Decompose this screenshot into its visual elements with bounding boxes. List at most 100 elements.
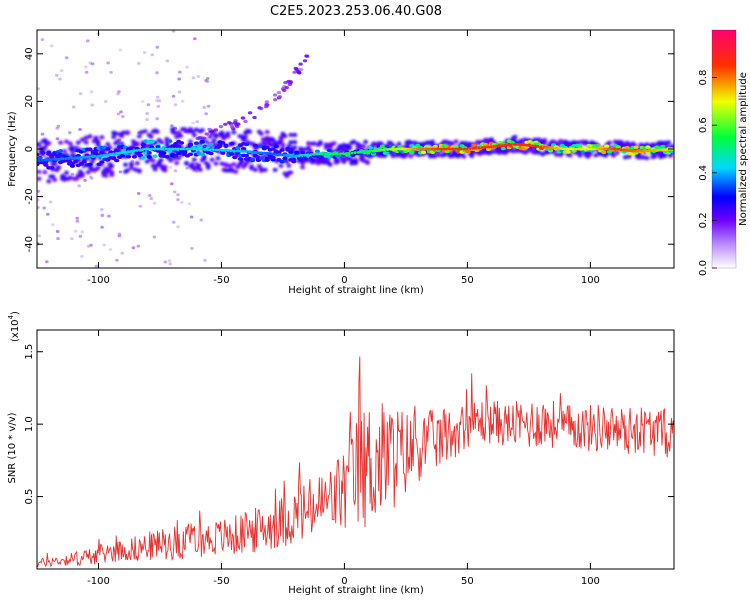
- heatmap-halo-cell: [105, 142, 111, 147]
- heatmap-cell: [279, 159, 285, 164]
- heatmap-halo-cell: [481, 150, 486, 155]
- heatmap-halo-cell: [142, 129, 148, 134]
- heatmap-streak-cell: [272, 93, 278, 97]
- heatmap-cell: [155, 145, 161, 149]
- heatmap-speckle: [55, 73, 59, 77]
- heatmap-halo-cell: [113, 131, 119, 136]
- heatmap-halo-cell: [428, 153, 433, 158]
- heatmap-speckle: [37, 189, 41, 193]
- heatmap-speckle: [171, 94, 176, 98]
- heatmap-speckle: [90, 62, 95, 66]
- heatmap-cell: [282, 156, 288, 161]
- heatmap-halo-cell: [258, 131, 264, 136]
- heatmap-speckle: [199, 218, 204, 222]
- heatmap-halo-cell: [524, 149, 530, 154]
- heatmap-halo-cell: [115, 139, 121, 144]
- heatmap-speckle: [163, 260, 168, 264]
- heatmap-speckle: [78, 234, 83, 238]
- heatmap-halo-cell: [331, 141, 337, 146]
- heatmap-halo-cell: [93, 136, 99, 141]
- heatmap-streak-cell: [273, 98, 278, 102]
- heatmap-halo-cell: [62, 149, 67, 154]
- heatmap-halo-cell: [205, 162, 211, 167]
- heatmap-halo-cell: [292, 132, 298, 137]
- heatmap-speckle: [89, 175, 93, 179]
- heatmap-streak-cell: [298, 62, 303, 66]
- heatmap-halo-cell: [168, 158, 174, 163]
- heatmap-halo-cell: [68, 175, 73, 180]
- heatmap-speckle: [118, 48, 123, 52]
- heatmap-speckle: [74, 229, 78, 233]
- heatmap-halo-cell: [341, 159, 347, 164]
- heatmap-halo-cell: [571, 140, 577, 145]
- colorbar-tick-label: 0.2: [698, 212, 709, 228]
- heatmap-halo-cell: [412, 140, 418, 145]
- heatmap-halo-cell: [353, 159, 359, 163]
- colorbar: 0.0 0.2 0.4 0.6 0.8 Normalized spectral ampl…: [698, 29, 749, 276]
- heatmap-halo-cell: [87, 134, 93, 139]
- heatmap-speckle: [77, 184, 81, 188]
- heatmap-halo-cell: [85, 170, 91, 175]
- heatmap-streak-cell: [243, 119, 248, 124]
- heatmap-speckle: [170, 182, 174, 186]
- heatmap-cell: [196, 144, 202, 149]
- heatmap-halo-cell: [408, 154, 414, 159]
- heatmap-speckle: [46, 212, 50, 216]
- heatmap-halo-cell: [227, 163, 233, 168]
- heatmap-speckle: [37, 198, 40, 202]
- heatmap-halo-cell: [213, 161, 219, 166]
- heatmap-xtick-label: -100: [87, 275, 110, 286]
- heatmap-streak-cell: [258, 106, 264, 111]
- heatmap-halo-cell: [70, 145, 75, 150]
- heatmap-cell: [167, 139, 173, 143]
- heatmap-halo-cell: [99, 135, 105, 140]
- colorbar-gradient: [712, 30, 736, 268]
- heatmap-halo-cell: [323, 145, 329, 150]
- heatmap-speckle: [150, 53, 154, 57]
- heatmap-cell: [199, 140, 205, 144]
- snr-series-line: [37, 356, 674, 568]
- heatmap-speckle: [136, 244, 141, 248]
- heatmap-halo-cell: [134, 141, 140, 146]
- heatmap-cell: [152, 154, 158, 158]
- heatmap-halo-cell: [288, 140, 294, 145]
- heatmap-halo-cell: [317, 140, 323, 145]
- colorbar-tick-label: 0.6: [698, 117, 709, 133]
- heatmap-cell: [273, 144, 279, 149]
- heatmap-halo-cell: [656, 151, 662, 156]
- heatmap-cell: [81, 159, 87, 164]
- heatmap-cell: [314, 149, 320, 154]
- heatmap-halo-cell: [95, 165, 101, 170]
- heatmap-speckle: [172, 190, 177, 194]
- snr-xtick-label: 0: [341, 576, 347, 587]
- heatmap-xtick-label: 50: [461, 275, 474, 286]
- heatmap-cell: [432, 144, 438, 149]
- heatmap-halo-cell: [174, 160, 180, 165]
- snr-multiplier: (x104): [7, 311, 21, 342]
- heatmap-halo-cell: [64, 139, 69, 144]
- heatmap-cell: [87, 162, 93, 167]
- heatmap-halo-cell: [563, 140, 569, 144]
- heatmap-streak-cell: [226, 121, 232, 125]
- heatmap-speckle: [55, 230, 60, 233]
- heatmap-cell: [187, 142, 194, 147]
- heatmap-speckle: [50, 44, 54, 48]
- heatmap-cell: [604, 144, 610, 148]
- heatmap-speckle: [117, 232, 122, 236]
- heatmap-halo-cell: [256, 164, 262, 169]
- heatmap-speckle: [119, 110, 123, 114]
- heatmap-halo-cell: [207, 134, 213, 139]
- heatmap-speckle: [177, 90, 182, 94]
- heatmap-halo-cell: [666, 140, 671, 145]
- heatmap-halo-cell: [575, 140, 581, 145]
- heatmap-speckle: [138, 204, 143, 208]
- heatmap-speckle: [107, 214, 111, 218]
- heatmap-cell: [249, 157, 255, 162]
- heatmap-halo-cell: [219, 161, 225, 166]
- heatmap-streak-cell: [234, 123, 239, 127]
- heatmap-speckle: [104, 100, 108, 103]
- snr-panel: -100 -50 0 50 100 0.5 1.0 1.5 Height of straigh…: [7, 311, 675, 596]
- heatmap-cell: [99, 160, 105, 164]
- heatmap-streak-cell: [264, 100, 270, 104]
- heatmap-speckle: [176, 193, 180, 197]
